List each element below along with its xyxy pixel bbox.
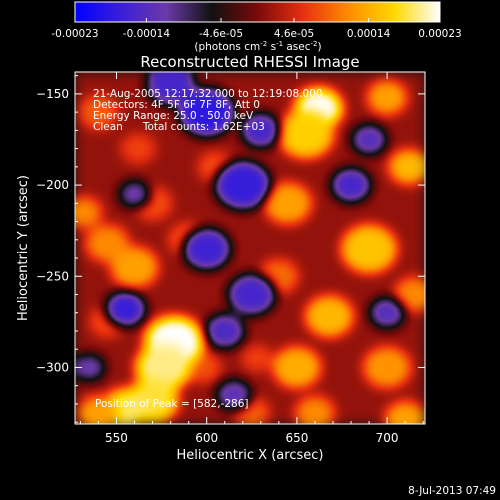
colorbar-ticks: -0.00023 -0.00014 -4.6e-05 4.6e-05 0.00014 0.…: [51, 18, 462, 40]
heatmap-intensity-field: [75, 72, 425, 424]
colorbar-tick-label: -0.00014: [123, 28, 171, 40]
colorbar-tick-label: 0.00014: [347, 28, 391, 40]
colorbar-units: (photons cm-2 s-1 asec-2): [194, 40, 321, 53]
heatmap-intensity-blob: [273, 346, 321, 389]
heatmap-intensity-blob: [241, 344, 274, 373]
colorbar-tick-label: -4.6e-05: [199, 28, 243, 40]
heatmap-intensity-blob: [351, 124, 387, 155]
y-tick-label: −150: [36, 87, 69, 101]
x-axis-ticks: 550 600 650 700: [79, 72, 424, 445]
heatmap-intensity-blob: [369, 297, 405, 329]
heatmap-intensity-blob: [204, 313, 245, 349]
colorbar-tick-label: 0.00023: [418, 28, 461, 40]
heatmap-intensity-blob: [75, 197, 102, 228]
y-tick-label: −250: [36, 269, 69, 283]
heatmap-intensity-blob: [278, 110, 334, 159]
heatmap-intensity-blob: [182, 228, 231, 270]
heatmap-intensity-blob: [120, 133, 157, 165]
info-line-counts: Clean Total counts: 1.62E+03: [93, 121, 265, 133]
heatmap-intensity-blob: [78, 395, 119, 424]
heatmap-intensity-blob: [118, 180, 151, 208]
y-axis-ticks: −150 −200 −250 −300: [36, 75, 425, 423]
heatmap-intensity-blob: [388, 149, 425, 184]
heatmap-intensity-blob: [85, 224, 130, 263]
info-line-detectors: Detectors: 4F 5F 6F 7F 8F, Att 0: [93, 99, 260, 111]
heatmap-intensity-blob: [78, 94, 119, 130]
heatmap-intensity-blob: [146, 72, 195, 106]
colorbar-tick-label: 4.6e-05: [274, 28, 314, 40]
colorbar-tick-label: -0.00023: [51, 28, 98, 40]
heatmap-intensity-blob: [75, 353, 106, 382]
heatmap-intensity-blob: [215, 379, 252, 411]
info-line-time: 21-Aug-2005 12:17:32.000 to 12:19:08.000: [93, 88, 323, 100]
info-line-energy: Energy Range: 25.0 - 50.0 keV: [93, 110, 254, 122]
heatmap-intensity-blob: [341, 224, 397, 273]
heatmap-intensity-blob: [105, 291, 146, 327]
colorbar-strip: [74, 1, 441, 23]
heatmap-intensity-blob: [227, 273, 276, 316]
heatmap-intensity-blob: [178, 88, 235, 137]
footer-date: 8-Jul-2013 07:49: [408, 485, 496, 497]
heatmap-intensity-blob: [215, 161, 271, 210]
heatmap-image: [75, 72, 425, 424]
heatmap-intensity-blob: [367, 80, 407, 115]
peak-position-label: Position of Peak = [582,-286]: [95, 398, 249, 410]
x-tick-label: 700: [376, 431, 399, 445]
y-tick-label: −300: [36, 360, 69, 374]
heatmap-intensity-blob: [331, 167, 371, 203]
x-tick-label: 650: [285, 431, 308, 445]
y-tick-label: −200: [36, 178, 69, 192]
heatmap-intensity-blob: [394, 277, 425, 312]
heatmap-intensity-blob: [295, 395, 335, 424]
colorbar: -0.00023 -0.00014 -4.6e-05 4.6e-05 0.00014 0.…: [51, 1, 462, 53]
y-axis-label: Heliocentric Y (arcsec): [16, 175, 31, 321]
heatmap-intensity-blob: [385, 401, 425, 424]
heatmap-intensity-blob: [264, 182, 312, 224]
x-tick-label: 600: [195, 431, 218, 445]
heatmap-intensity-blob: [240, 113, 281, 148]
plot-frame: [74, 71, 426, 425]
observation-info: 21-Aug-2005 12:17:32.000 to 12:19:08.000…: [93, 88, 323, 133]
x-tick-label: 550: [105, 431, 128, 445]
heatmap-intensity-blob: [363, 346, 411, 389]
chart-title: Reconstructed RHESSI Image: [140, 53, 359, 71]
x-axis-label: Heliocentric X (arcsec): [177, 448, 324, 463]
heatmap-intensity-blob: [305, 295, 354, 337]
